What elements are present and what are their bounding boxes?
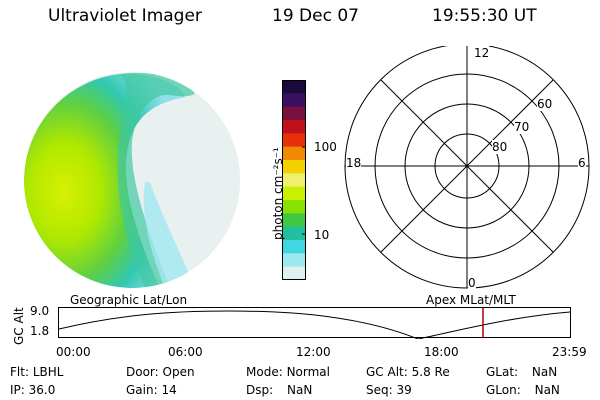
strip-y-tick-bottom: 1.8 (30, 324, 50, 338)
mlt-label-0: 0 (468, 276, 476, 290)
lat-label-70: 70 (514, 120, 530, 134)
strip-x-tick-2: 12:00 (296, 345, 331, 359)
strip-right-label: Apex MLat/MLT (426, 293, 516, 307)
strip-x-tick-3: 18:00 (424, 345, 459, 359)
strip-y-tick-top: 9.0 (30, 304, 50, 318)
colorbar-band (282, 160, 306, 174)
status-gc-alt: GC Alt: 5.8 Re (366, 365, 450, 379)
colorbar-band (282, 186, 306, 201)
colorbar-band (282, 146, 306, 161)
colorbar-band (282, 253, 306, 268)
colorbar-band (282, 93, 306, 108)
colorbar-tick-100: 100 (314, 140, 337, 154)
lat-label-60: 60 (537, 97, 553, 111)
strip-x-tick-4: 23:59 (552, 345, 587, 359)
colorbar-band (282, 266, 306, 280)
colorbar-tick-10: 10 (314, 228, 330, 242)
status-door: Door: Open (126, 365, 195, 379)
color-scale-bar (282, 80, 306, 280)
mlt-label-12: 12 (474, 46, 490, 60)
status-dsp: Dsp: NaN (246, 383, 313, 397)
status-gain: Gain: 14 (126, 383, 177, 397)
status-filter: Flt: LBHL (10, 365, 64, 379)
status-seq: Seq: 39 (366, 383, 412, 397)
colorbar-band (282, 133, 306, 148)
colorbar-band (282, 106, 306, 121)
status-ip: IP: 36.0 (10, 383, 56, 397)
lat-label-80: 80 (492, 140, 508, 154)
mlt-label-6: 6 (578, 156, 586, 170)
colorbar-band (282, 120, 306, 134)
strip-left-label: Geographic Lat/Lon (70, 293, 188, 307)
status-mode: Mode: Normal (246, 365, 330, 379)
mlt-label-18: 18 (346, 156, 362, 170)
strip-x-tick-1: 06:00 (168, 345, 203, 359)
altitude-strip-plot (58, 307, 571, 339)
strip-y-axis-label: GC Alt (12, 307, 26, 345)
status-glat: GLat: NaN (486, 365, 558, 379)
colorbar-band (282, 173, 306, 188)
instrument-title: Ultraviolet Imager (48, 6, 202, 26)
colorbar-band (282, 200, 306, 214)
colorbar-band (282, 80, 306, 94)
status-glon: GLon: NaN (486, 383, 560, 397)
colorbar-band (282, 226, 306, 241)
colorbar-band (282, 240, 306, 254)
date-label: 19 Dec 07 (272, 6, 359, 26)
polar-grid-plot (344, 46, 590, 289)
colorbar-band (282, 213, 306, 228)
auroral-image (24, 72, 240, 288)
strip-x-tick-0: 00:00 (56, 345, 91, 359)
colorbar-unit-label: photon cm⁻²s⁻¹ (271, 147, 285, 240)
time-label: 19:55:30 UT (432, 6, 537, 26)
